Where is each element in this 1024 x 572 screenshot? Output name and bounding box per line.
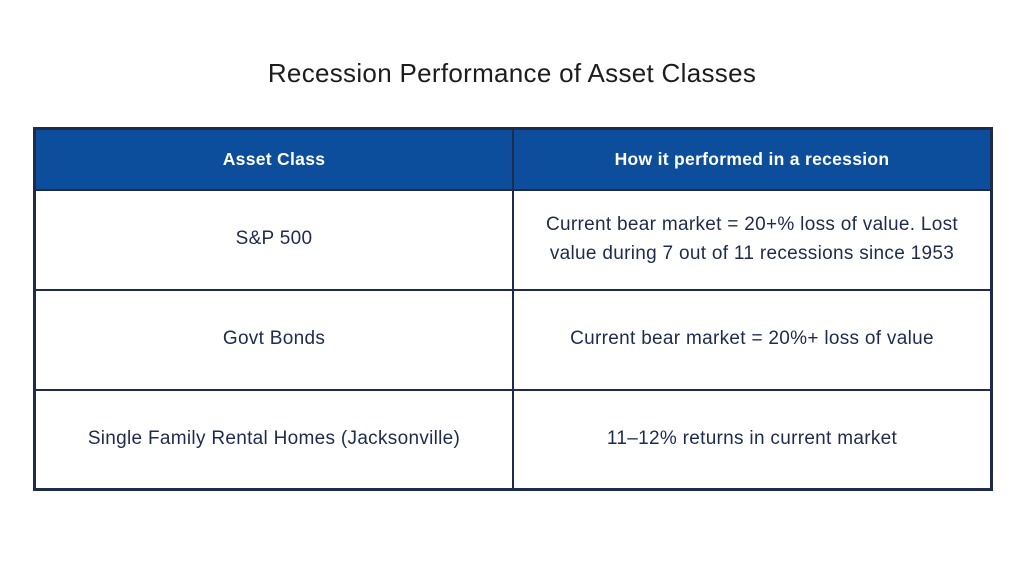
asset-class-cell: S&P 500 — [33, 188, 514, 291]
column-header-asset-class: Asset Class — [33, 127, 514, 191]
table-row-single-family-rentals: Single Family Rental Homes (Jacksonville… — [33, 388, 993, 491]
performance-cell: 11–12% returns in current market — [512, 388, 993, 491]
asset-performance-table: Asset Class How it performed in a recess… — [33, 127, 993, 491]
performance-cell: Current bear market = 20%+ loss of value — [512, 288, 993, 391]
page-title: Recession Performance of Asset Classes — [267, 58, 757, 88]
asset-class-cell: Govt Bonds — [33, 288, 514, 391]
table-row-govt-bonds: Govt Bonds Current bear market = 20%+ lo… — [33, 288, 993, 391]
table-header-row: Asset Class How it performed in a recess… — [33, 127, 993, 191]
column-header-performance: How it performed in a recession — [512, 127, 993, 191]
performance-cell: Current bear market = 20+% loss of value… — [512, 188, 993, 291]
asset-class-cell: Single Family Rental Homes (Jacksonville… — [33, 388, 514, 491]
table-row-sp500: S&P 500 Current bear market = 20+% loss … — [33, 188, 993, 291]
